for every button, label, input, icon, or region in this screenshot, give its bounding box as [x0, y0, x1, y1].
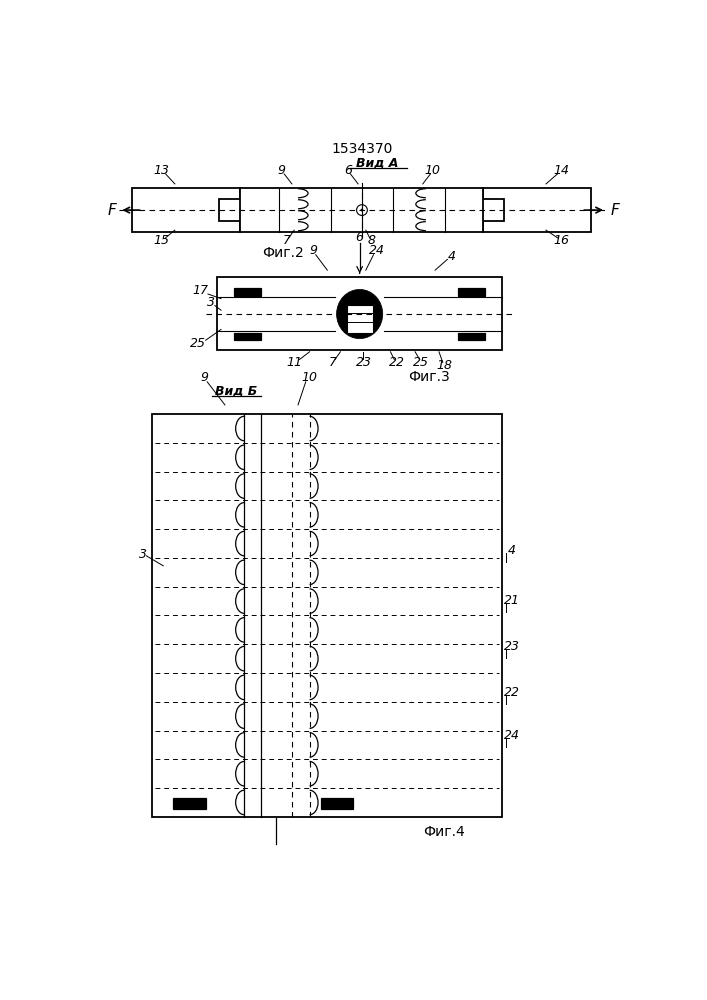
Bar [217, 277, 502, 350]
Text: 3: 3 [139, 548, 146, 561]
Text: Фиг.3: Фиг.3 [408, 370, 450, 384]
Text: Фиг.2: Фиг.2 [262, 246, 303, 260]
Text: F: F [107, 203, 116, 218]
Text: 9: 9 [277, 164, 285, 177]
Text: 14: 14 [554, 164, 569, 177]
Text: 23: 23 [356, 356, 371, 369]
Text: 1534370: 1534370 [332, 142, 392, 156]
Text: 17: 17 [192, 284, 209, 297]
Text: 18: 18 [436, 359, 452, 372]
Text: 24: 24 [504, 729, 520, 742]
Text: 24: 24 [368, 244, 385, 257]
Bar [173, 798, 206, 809]
Bar [321, 798, 354, 809]
Text: 4: 4 [508, 544, 516, 557]
Text: F: F [610, 203, 619, 218]
Bar [234, 288, 261, 296]
Text: 9: 9 [310, 244, 317, 257]
Text: 8: 8 [367, 234, 375, 247]
Ellipse shape [337, 289, 382, 339]
Text: 25: 25 [414, 356, 429, 369]
Text: 23: 23 [504, 640, 520, 653]
Bar [346, 305, 373, 333]
Text: 7: 7 [283, 234, 291, 247]
Text: 10: 10 [302, 371, 317, 384]
Text: 13: 13 [153, 164, 170, 177]
Text: 4: 4 [448, 250, 456, 263]
Text: 16: 16 [554, 234, 569, 247]
Text: Вид Б: Вид Б [216, 385, 257, 398]
Text: 9: 9 [200, 371, 208, 384]
Text: 7: 7 [329, 356, 337, 369]
Bar [234, 333, 261, 340]
Text: Вид А: Вид А [356, 157, 399, 170]
Circle shape [361, 209, 363, 211]
Text: 15: 15 [153, 234, 170, 247]
Text: 11: 11 [286, 356, 302, 369]
Text: 22: 22 [389, 356, 404, 369]
Bar [152, 414, 502, 817]
Bar [458, 333, 485, 340]
Text: 21: 21 [504, 594, 520, 607]
Text: 3: 3 [207, 296, 215, 309]
Text: 10: 10 [425, 164, 440, 177]
Text: 6: 6 [344, 164, 352, 177]
Text: 22: 22 [504, 686, 520, 699]
Text: 25: 25 [190, 337, 206, 350]
Bar [458, 288, 485, 296]
Text: Фиг.4: Фиг.4 [423, 825, 465, 839]
Text: 6: 6 [356, 231, 363, 244]
Bar [240, 188, 483, 232]
